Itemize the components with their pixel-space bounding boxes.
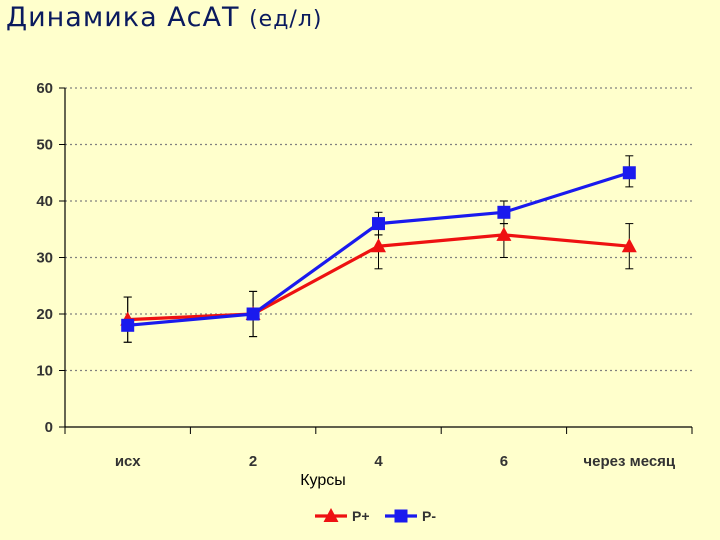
y-tick-label: 0 — [45, 419, 53, 436]
x-tick-label: 4 — [374, 453, 383, 470]
data-point-triangle — [496, 226, 512, 241]
data-point-square — [497, 205, 511, 219]
data-point-triangle — [371, 238, 386, 253]
chart-title-main: Динамика АсАТ — [6, 2, 240, 33]
y-tick-label: 60 — [36, 80, 53, 97]
data-point-triangle — [621, 238, 637, 253]
x-tick-label: 6 — [500, 453, 508, 470]
y-tick-labels: 0 10 20 30 40 50 60 — [36, 80, 53, 436]
legend-marker-square — [394, 509, 408, 523]
x-tick-labels: исх 2 4 6 через месяц — [115, 453, 676, 470]
x-tick-label: исх — [115, 453, 141, 470]
data-point-square — [246, 307, 260, 321]
x-tick-label: 2 — [249, 453, 257, 470]
y-tick-label: 50 — [36, 137, 53, 154]
y-tick-label: 30 — [36, 250, 53, 267]
y-tick-label: 10 — [36, 363, 53, 380]
data-point-square — [622, 166, 636, 180]
chart-title: Динамика АсАТ (ед/л) — [6, 2, 322, 33]
legend: Р+ Р- — [315, 508, 436, 524]
y-tick-label: 20 — [36, 306, 53, 323]
data-point-square — [121, 318, 135, 332]
y-tick-label: 40 — [36, 193, 53, 210]
x-tick-label: через месяц — [583, 453, 676, 470]
chart-title-unit: (ед/л) — [249, 7, 323, 32]
legend-label-p-minus: Р- — [422, 508, 436, 524]
data-point-square — [372, 217, 385, 231]
axes-layer — [59, 87, 693, 434]
legend-label-p-plus: Р+ — [352, 508, 370, 524]
x-axis-label: Курсы — [300, 472, 346, 489]
series-layer — [120, 166, 637, 332]
legend-marker-triangle — [323, 508, 339, 522]
